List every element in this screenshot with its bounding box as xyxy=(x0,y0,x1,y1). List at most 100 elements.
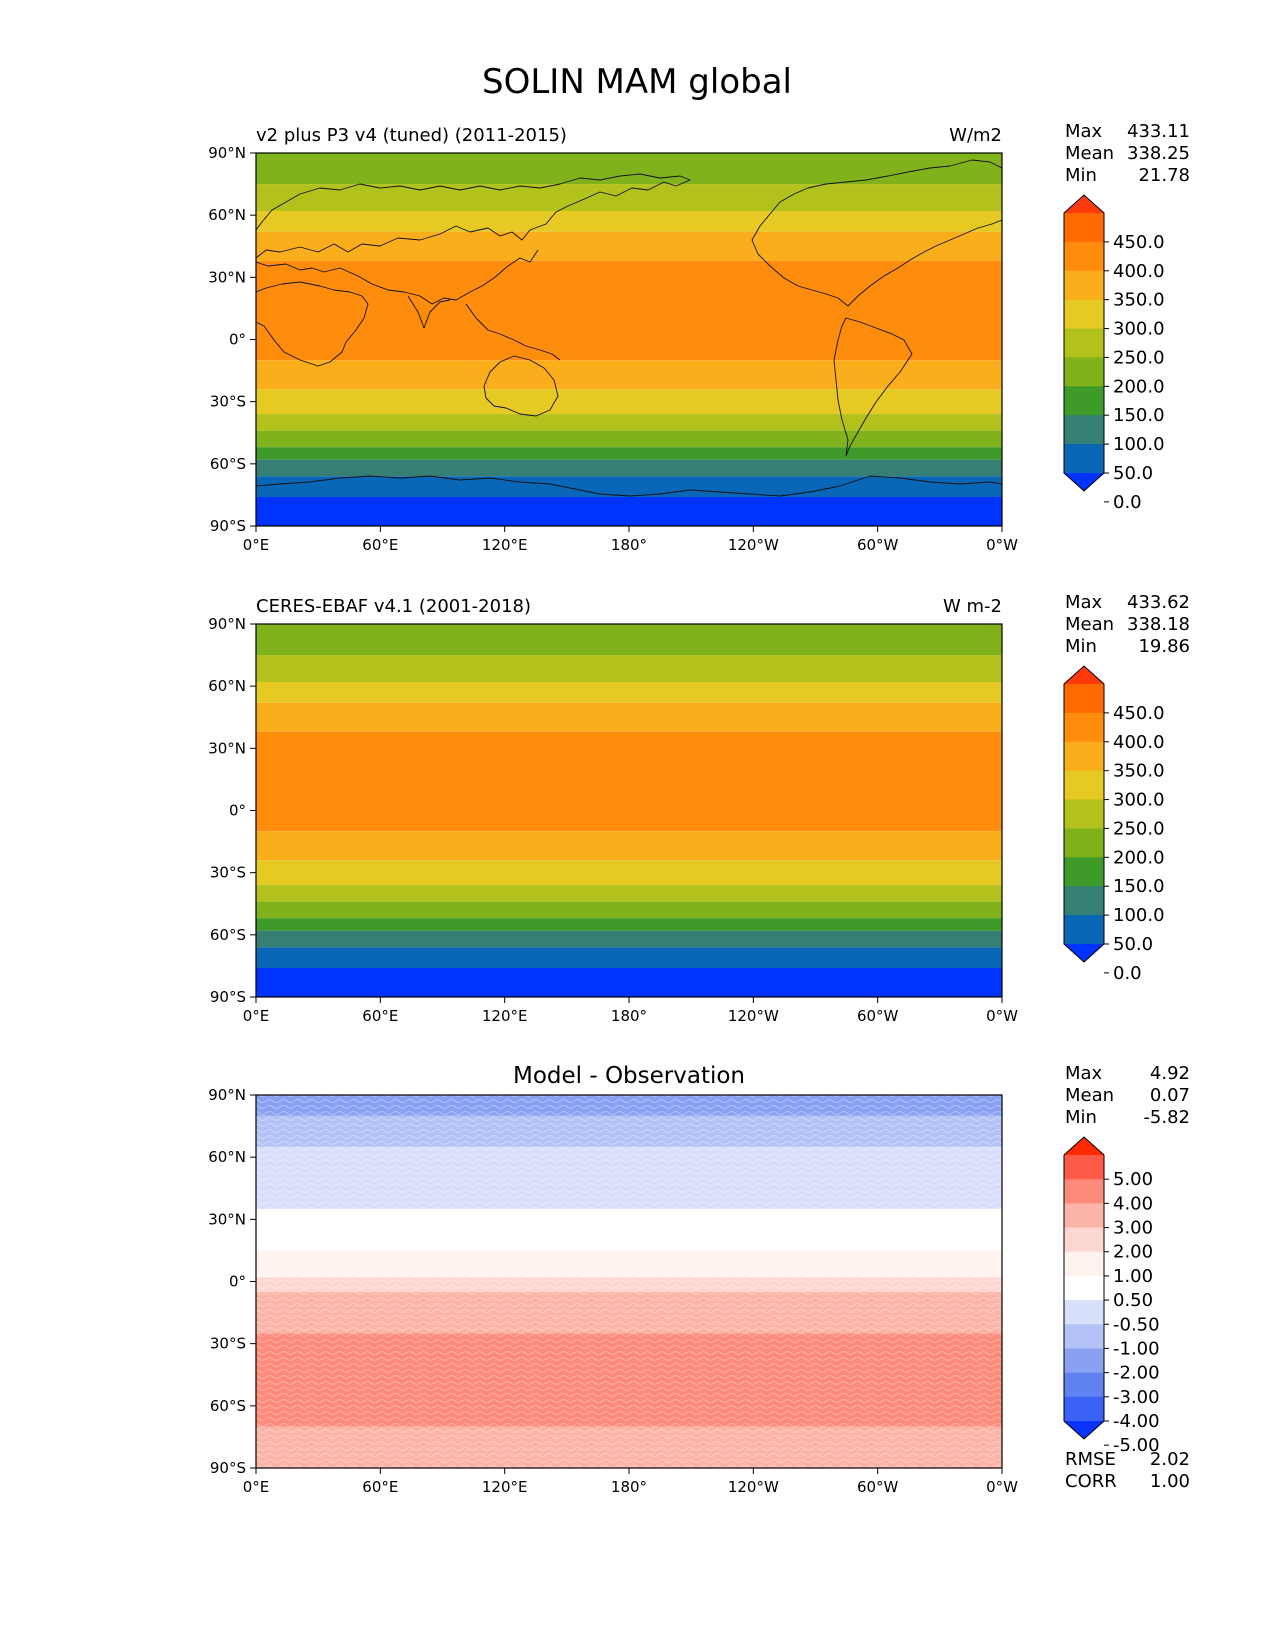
panel-title: v2 plus P3 v4 (tuned) (2011-2015) xyxy=(256,125,567,146)
y-tick-label: 30°S xyxy=(210,1335,246,1353)
colorbar-segment xyxy=(1064,684,1104,714)
stat-value: -5.82 xyxy=(1143,1107,1190,1128)
colorbar-label: 5.00 xyxy=(1113,1169,1153,1190)
colorbar-label: 0.50 xyxy=(1113,1290,1153,1311)
latitude-band xyxy=(256,655,1002,683)
colorbar-label: 150.0 xyxy=(1113,405,1165,426)
latitude-band xyxy=(256,360,1002,390)
stats-block: Max 4.92 Mean 0.07 Min -5.82 xyxy=(1065,1063,1190,1128)
y-tick-label: 0° xyxy=(229,1273,246,1291)
latitude-band xyxy=(256,967,1002,997)
colorbar-label: 350.0 xyxy=(1113,761,1165,782)
panel-units: W/m2 xyxy=(949,125,1002,146)
y-axis: 90°N 60°N 30°N 0° 30°S 60°S 90°S xyxy=(208,1086,256,1477)
stat-label: Max xyxy=(1065,121,1103,142)
panel-title: CERES-EBAF v4.1 (2001-2018) xyxy=(256,596,531,617)
latitude-band xyxy=(256,624,1002,656)
colorbar-segment xyxy=(1064,299,1104,330)
latitude-band xyxy=(256,153,1002,185)
colorbar-extend-max xyxy=(1064,1137,1104,1155)
stat-value: 433.11 xyxy=(1127,121,1190,142)
y-tick-label: 90°N xyxy=(208,1086,246,1104)
stat-label: Min xyxy=(1065,636,1097,657)
latitude-band xyxy=(256,731,1002,832)
colorbar-segment xyxy=(1064,1251,1104,1277)
x-axis: 0°E 60°E 120°E 180° 120°W 60°W 0°W xyxy=(243,1468,1018,1496)
panel-title: Model - Observation xyxy=(513,1063,745,1089)
colorbar-segment xyxy=(1064,386,1104,416)
colorbar-segment xyxy=(1064,828,1104,858)
latitude-band xyxy=(256,389,1002,415)
x-tick-label: 180° xyxy=(611,1478,647,1496)
stat-value: 0.07 xyxy=(1150,1085,1190,1106)
coastline-se-asia xyxy=(465,303,561,361)
y-tick-label: 30°N xyxy=(208,739,246,757)
colorbar-segment xyxy=(1064,328,1104,358)
stats-block: Max 433.62 Mean 338.18 Min 19.86 xyxy=(1065,592,1190,657)
colorbar-segment xyxy=(1064,1372,1104,1398)
colorbar-segment xyxy=(1064,357,1104,387)
stat-value: 2.02 xyxy=(1150,1449,1190,1470)
colorbar-segment xyxy=(1064,1203,1104,1229)
colorbar-label: -5.00 xyxy=(1113,1435,1160,1456)
x-tick-label: 120°W xyxy=(728,1478,779,1496)
latitude-band xyxy=(256,231,1002,261)
latitude-band xyxy=(256,682,1002,703)
latitude-band xyxy=(256,476,1002,497)
colorbar-segment xyxy=(1064,1300,1104,1325)
colorbar-label: 450.0 xyxy=(1113,232,1165,253)
colorbar-extend-min xyxy=(1064,473,1104,491)
latitude-band xyxy=(256,831,1002,861)
stat-label: Mean xyxy=(1065,614,1114,635)
panel-observation: CERES-EBAF v4.1 (2001-2018) W m-2 90°N 60… xyxy=(208,592,1190,1025)
latitude-band xyxy=(256,702,1002,732)
colorbar-label: 250.0 xyxy=(1113,347,1165,368)
coastline-eurasia xyxy=(256,173,691,259)
latitude-band xyxy=(256,918,1002,931)
colorbar-segment xyxy=(1064,1275,1104,1301)
latitude-band xyxy=(256,496,1002,526)
x-tick-label: 120°E xyxy=(482,1007,528,1025)
colorbar-label: 50.0 xyxy=(1113,934,1153,955)
colorbar-label: -2.00 xyxy=(1113,1363,1160,1384)
coastline-north-america xyxy=(751,159,1002,307)
x-tick-label: 0°W xyxy=(986,1478,1018,1496)
latitude-band xyxy=(256,414,1002,431)
colorbar-label: 450.0 xyxy=(1113,703,1165,724)
panel-model: v2 plus P3 v4 (tuned) (2011-2015) W/m2 9… xyxy=(208,121,1190,554)
colorbar: 450.0 400.0 350.0 300.0 250.0 200.0 150.0 100.0… xyxy=(1063,665,1165,984)
ripple-texture xyxy=(256,1095,1002,1468)
colorbar-label: 400.0 xyxy=(1113,261,1165,282)
stat-label: Mean xyxy=(1065,1085,1114,1106)
colorbar-label: 400.0 xyxy=(1113,732,1165,753)
colorbar-label: 2.00 xyxy=(1113,1242,1153,1263)
colorbar-label: 50.0 xyxy=(1113,463,1153,484)
y-tick-label: 60°S xyxy=(210,455,246,473)
panel-units: W m-2 xyxy=(943,596,1002,617)
y-tick-label: 60°S xyxy=(210,926,246,944)
colorbar-label: 4.00 xyxy=(1113,1193,1153,1214)
latitude-band xyxy=(256,447,1002,460)
colorbar-segment xyxy=(1064,915,1104,945)
colorbar-extend-max xyxy=(1064,195,1104,213)
colorbar-segment xyxy=(1064,1179,1104,1204)
x-tick-label: 60°E xyxy=(362,536,398,554)
colorbar-segment xyxy=(1064,415,1104,445)
latitude-band xyxy=(256,184,1002,212)
latitude-band xyxy=(256,930,1002,948)
x-tick-label: 0°E xyxy=(243,1007,270,1025)
y-tick-label: 90°S xyxy=(210,1459,246,1477)
x-tick-label: 180° xyxy=(611,1007,647,1025)
x-tick-label: 60°E xyxy=(362,1007,398,1025)
colorbar-segment xyxy=(1064,444,1104,474)
colorbar-label: 350.0 xyxy=(1113,290,1165,311)
colorbar: 450.0 400.0 350.0 300.0 250.0 200.0 150.0 100.0… xyxy=(1063,194,1165,513)
latitude-band xyxy=(256,430,1002,448)
x-tick-label: 0°W xyxy=(986,536,1018,554)
x-tick-label: 120°W xyxy=(728,536,779,554)
colorbar-label: -1.00 xyxy=(1113,1338,1160,1359)
colorbar-label: 1.00 xyxy=(1113,1266,1153,1287)
colorbar-extend-min xyxy=(1064,1421,1104,1439)
colorbar-label: 300.0 xyxy=(1113,790,1165,811)
